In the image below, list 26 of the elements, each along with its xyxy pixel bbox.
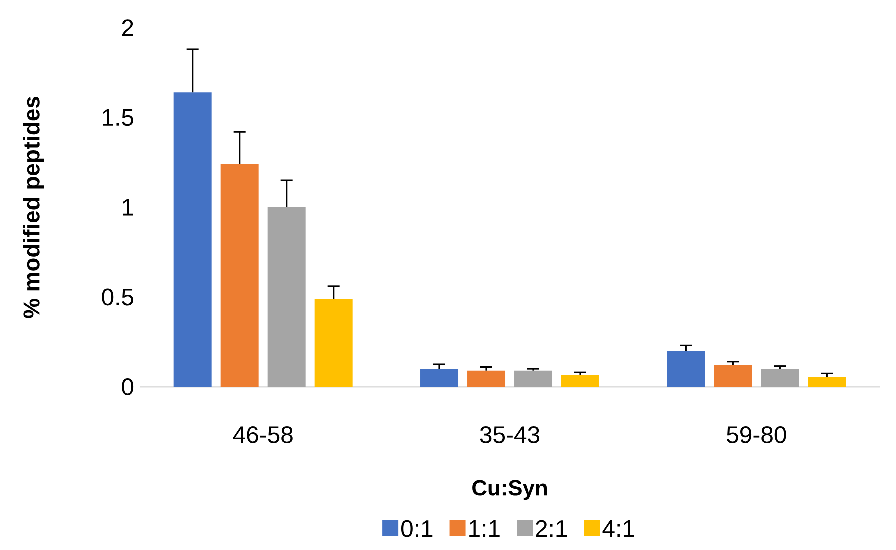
bar bbox=[562, 374, 600, 387]
legend-label: 4:1 bbox=[602, 520, 634, 537]
bar bbox=[808, 377, 846, 387]
x-tick-label: 35-43 bbox=[480, 426, 540, 444]
x-axis-title: Cu:Syn bbox=[472, 480, 548, 500]
bar bbox=[174, 92, 212, 387]
bar bbox=[268, 207, 306, 387]
y-axis-title: % modified peptides bbox=[23, 97, 44, 318]
legend-label: 1:1 bbox=[470, 520, 500, 537]
bar bbox=[420, 369, 459, 387]
y-tick-label: 0.5 bbox=[102, 288, 134, 306]
bar bbox=[667, 351, 706, 387]
y-tick-label: 1.5 bbox=[103, 109, 134, 126]
bar bbox=[514, 370, 553, 387]
x-tick-label: 46-58 bbox=[233, 426, 293, 444]
y-tick-label: 1 bbox=[123, 199, 134, 216]
bar bbox=[761, 369, 800, 387]
bar bbox=[220, 164, 259, 387]
x-tick-label: 59-80 bbox=[727, 426, 786, 444]
bar bbox=[714, 365, 752, 387]
legend-label: 2:1 bbox=[536, 520, 568, 538]
bar bbox=[468, 370, 506, 387]
legend-label: 0:1 bbox=[401, 520, 433, 538]
bar bbox=[314, 299, 353, 387]
y-tick-label: 2 bbox=[122, 20, 134, 36]
y-tick-label: 0 bbox=[122, 378, 134, 396]
